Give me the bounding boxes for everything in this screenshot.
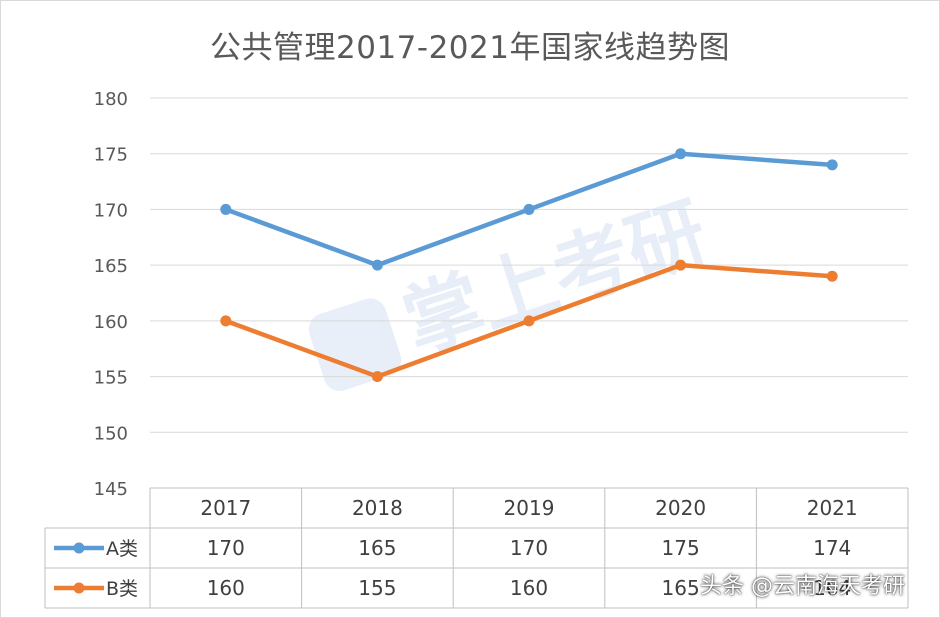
- data-point: [220, 203, 232, 215]
- x-tick-label: 2018: [352, 496, 403, 520]
- y-tick-label: 155: [94, 368, 128, 389]
- data-table-value: 165: [662, 576, 700, 600]
- data-point: [220, 315, 232, 327]
- data-point: [371, 259, 383, 271]
- y-tick-label: 175: [94, 145, 128, 166]
- x-tick-label: 2017: [200, 496, 251, 520]
- watermark-text: 头条 @云南海天考研: [700, 574, 905, 599]
- data-table-value: 164: [813, 576, 851, 600]
- watermark-logo-text: 掌上考研: [393, 187, 718, 369]
- data-table-value: 175: [662, 536, 700, 560]
- data-point: [826, 159, 838, 171]
- data-point: [675, 259, 687, 271]
- data-table-value: 160: [510, 576, 548, 600]
- data-table-value: 165: [358, 536, 396, 560]
- y-tick-label: 145: [94, 479, 128, 500]
- y-tick-label: 165: [94, 256, 128, 277]
- data-point: [523, 315, 535, 327]
- data-table-value: 155: [358, 576, 396, 600]
- legend-label: B类: [106, 578, 138, 600]
- data-table-value: 160: [207, 576, 245, 600]
- y-tick-label: 150: [94, 423, 128, 444]
- legend-label: A类: [106, 538, 138, 560]
- data-point: [371, 371, 383, 383]
- x-tick-label: 2019: [504, 496, 555, 520]
- x-tick-label: 2021: [807, 496, 858, 520]
- data-point: [523, 203, 535, 215]
- data-table-value: 174: [813, 536, 851, 560]
- y-tick-label: 170: [94, 200, 128, 221]
- y-tick-label: 160: [94, 312, 128, 333]
- watermark-logo-mark: [308, 298, 402, 391]
- x-tick-label: 2020: [655, 496, 706, 520]
- chart-title: 公共管理2017-2021年国家线趋势图: [210, 30, 730, 66]
- data-point: [675, 148, 687, 160]
- y-tick-label: 180: [94, 89, 128, 110]
- legend-key-marker: [73, 582, 85, 594]
- data-table-value: 170: [207, 536, 245, 560]
- watermark-logo: 掌上考研: [308, 187, 718, 391]
- data-point: [826, 270, 838, 282]
- legend-key-marker: [73, 542, 85, 554]
- data-table-value: 170: [510, 536, 548, 560]
